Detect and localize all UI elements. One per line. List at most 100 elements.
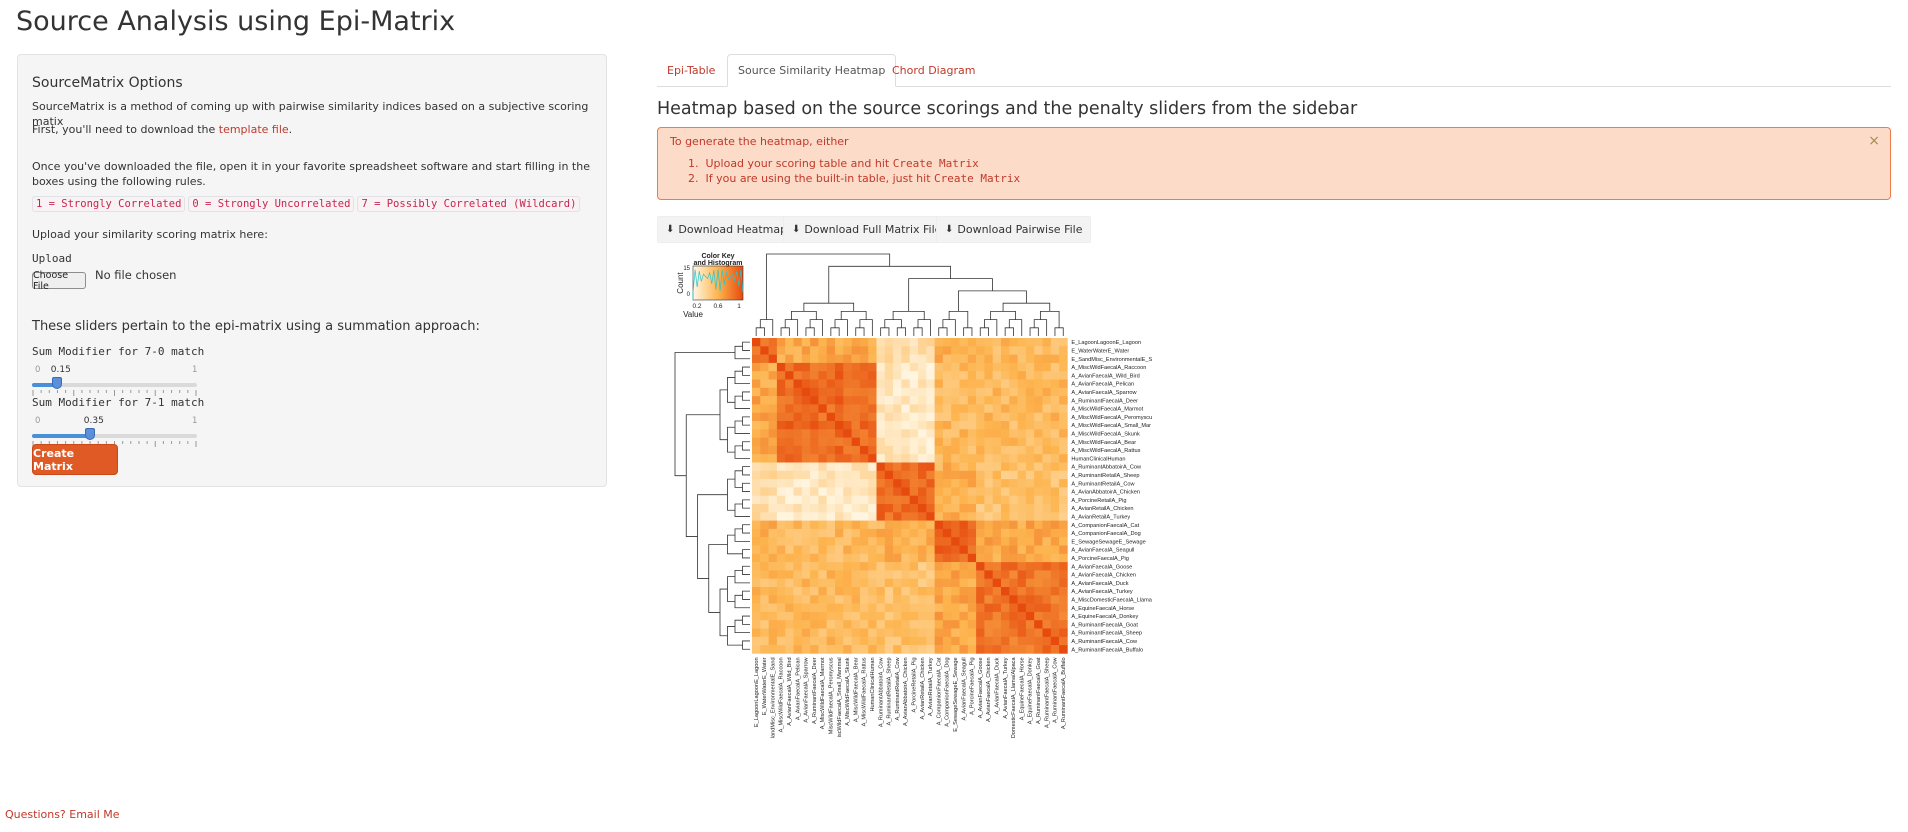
heatmap-cell [868, 338, 877, 347]
heatmap-cell [876, 346, 886, 355]
heatmap-cell [884, 437, 894, 447]
heatmap-cell [785, 404, 794, 413]
heatmap-cell [1001, 470, 1010, 480]
heatmap-cell [918, 587, 927, 596]
heatmap-cell [859, 396, 869, 405]
heatmap-cell [884, 595, 894, 604]
choose-file-button[interactable]: Choose File [32, 270, 86, 292]
heatmap-cell [768, 512, 778, 521]
slider-track[interactable] [32, 383, 197, 387]
heatmap-cell [785, 570, 794, 579]
heatmap-cell [818, 387, 827, 397]
heatmap-cell [868, 429, 877, 438]
heatmap-cell [768, 628, 778, 638]
template-file-link[interactable]: template file [218, 123, 289, 136]
download-heatmap-button[interactable]: ⬇ Download Heatmap [657, 216, 797, 243]
download-pairwise-button[interactable]: ⬇ Download Pairwise File [936, 216, 1092, 243]
heatmap-cell [1009, 512, 1018, 521]
heatmap-cell [951, 587, 960, 596]
heatmap-heading: Heatmap based on the source scorings and… [657, 99, 1358, 119]
heatmap-cell [918, 404, 927, 413]
heatmap-cell [1042, 595, 1052, 604]
heatmap-cell [893, 495, 902, 505]
column-dendrogram-branch [938, 327, 948, 336]
heatmap-cell [1025, 595, 1035, 604]
download-full-matrix-button[interactable]: ⬇ Download Full Matrix File [783, 216, 951, 243]
heatmap-cell [1025, 528, 1035, 538]
heatmap-cell [984, 620, 993, 629]
heatmap-cell [826, 454, 836, 463]
heatmap-cell [967, 528, 977, 538]
tab-source-similarity-heatmap[interactable]: Source Similarity Heatmap [727, 54, 897, 87]
heatmap-cell [768, 346, 778, 355]
heatmap-cell [818, 437, 827, 447]
heatmap-cell [942, 387, 952, 397]
heatmap-cell [976, 570, 985, 579]
heatmap-cell [859, 437, 869, 447]
column-label: iscWildFaecalA_Small_Mammal [837, 657, 843, 737]
heatmap-cell [951, 636, 960, 646]
heatmap-cell [1050, 512, 1060, 521]
slider-track[interactable] [32, 434, 197, 438]
heatmap-cell [909, 628, 919, 638]
heatmap-cell [1050, 603, 1060, 613]
heatmap-cell [984, 354, 993, 364]
heatmap-cell [776, 462, 786, 472]
heatmap-cell [843, 495, 852, 505]
sum-modifier-7-0-slider[interactable]: 0 1 0.15 [32, 365, 197, 403]
heatmap-cell [992, 603, 1002, 613]
sum-modifier-7-1-slider[interactable]: 0 1 0.35 [32, 416, 197, 454]
heatmap-cell [1009, 636, 1018, 646]
slider-handle[interactable] [51, 377, 62, 389]
heatmap-cell [1042, 487, 1052, 496]
heatmap-cell [768, 645, 778, 654]
heatmap-cell [1050, 421, 1060, 430]
heatmap-cell [760, 462, 769, 472]
heatmap-cell [959, 387, 969, 397]
heatmap-cell [884, 412, 894, 422]
heatmap-cell [942, 645, 952, 654]
column-label: HumanClinicalHuman [870, 657, 876, 711]
tab-epi-table[interactable]: Epi-Table [667, 63, 716, 77]
heatmap-cell [876, 545, 886, 555]
row-dendrogram-branch [708, 544, 728, 613]
heatmap-cell [984, 512, 993, 521]
heatmap-cell [1050, 338, 1060, 347]
heatmap-cell [843, 636, 852, 646]
column-label: DomesticFaecalA_Llama/Alpaca [1011, 657, 1017, 739]
heatmap-cell [835, 603, 844, 613]
heatmap-cell [1009, 387, 1018, 397]
heatmap-cell [926, 628, 935, 638]
slider-handle[interactable] [84, 428, 95, 440]
heatmap-cell [818, 528, 827, 538]
heatmap-cell [1025, 412, 1035, 422]
heatmap-cell [785, 636, 794, 646]
close-icon[interactable]: × [1868, 133, 1880, 149]
create-matrix-button[interactable]: Create Matrix [32, 444, 118, 475]
heatmap-cell [926, 412, 935, 422]
heatmap-cell [951, 545, 960, 555]
heatmap-cell [959, 346, 969, 355]
heatmap-cell [934, 379, 944, 389]
heatmap-cell [893, 371, 902, 380]
heatmap-cell [752, 603, 761, 613]
heatmap-cell [818, 371, 827, 380]
heatmap-cell [851, 470, 861, 480]
heatmap-cell [835, 520, 844, 530]
heatmap-cell [967, 520, 977, 530]
heatmap-cell [976, 487, 985, 496]
heatmap-cell [801, 595, 811, 604]
heatmap-cell [876, 495, 886, 505]
heatmap-cell [1001, 362, 1010, 372]
heatmap-cell [918, 603, 927, 613]
heatmap-cell [942, 454, 952, 463]
heatmap-cell [793, 570, 803, 579]
row-label: A_AvianRetailA_Chicken [1071, 506, 1133, 512]
heatmap-cell [967, 371, 977, 380]
heatmap-cell [951, 645, 960, 654]
heatmap-cell [760, 396, 769, 405]
row-dendrogram-branch [697, 494, 728, 579]
tab-chord-diagram[interactable]: Chord Diagram [892, 63, 976, 77]
questions-email-link[interactable]: Questions? Email Me [5, 808, 120, 821]
heatmap-cell [859, 570, 869, 579]
